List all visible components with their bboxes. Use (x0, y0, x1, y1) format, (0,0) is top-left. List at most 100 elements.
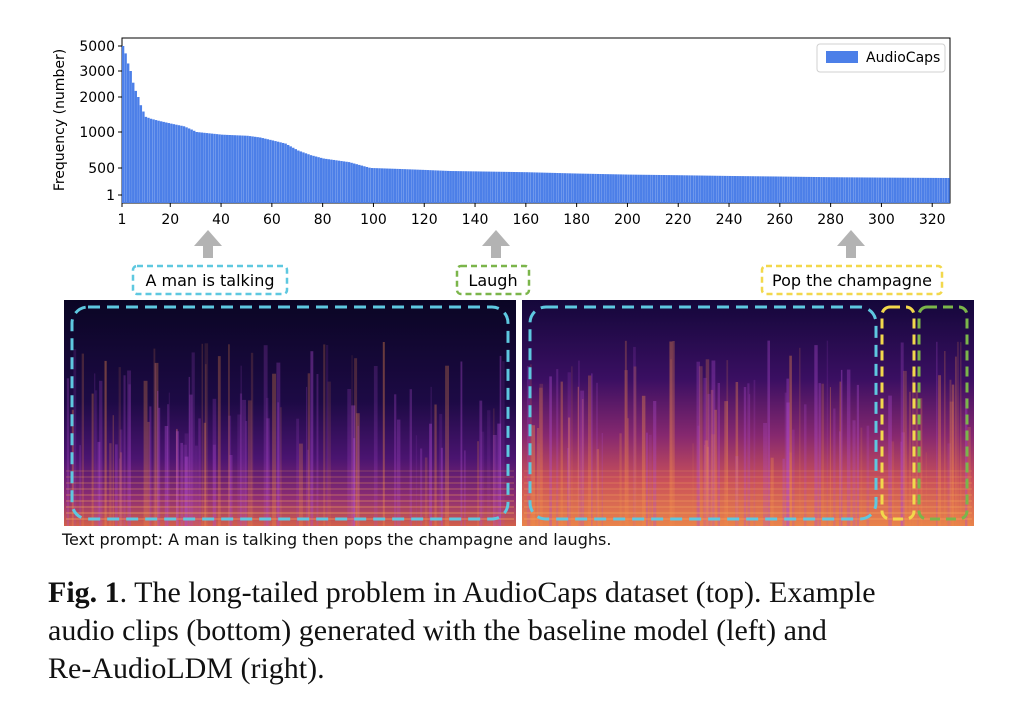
bar (551, 172, 554, 203)
x-tick-label: 160 (512, 212, 539, 228)
spectrogram-streak (356, 413, 360, 526)
spectrogram-harmonic (66, 482, 514, 484)
bar (500, 171, 503, 203)
bar (563, 173, 567, 203)
spectrogram-streak (703, 377, 707, 526)
spectrogram-streak (184, 433, 189, 526)
arrow-champagne (837, 230, 865, 258)
bar (185, 127, 188, 203)
spectrogram-streak (596, 382, 598, 526)
spectrogram-streak (539, 387, 543, 526)
spectrogram-streak (180, 442, 183, 526)
spectrogram-streak (492, 435, 497, 526)
spectrogram-streak (735, 456, 739, 526)
bar (482, 171, 485, 203)
caption-line-1: Fig. 1. The long-tailed problem in Audio… (48, 576, 876, 610)
bar (792, 176, 795, 203)
bar (213, 133, 216, 203)
spectrogram-streak (846, 369, 851, 526)
spectrogram-streak (784, 392, 787, 526)
bar (858, 177, 861, 203)
spectrogram-streak (310, 351, 314, 526)
bar (411, 169, 414, 203)
spectrogram-harmonic (66, 518, 514, 520)
bar (807, 176, 811, 203)
bar (825, 177, 828, 203)
bar (342, 161, 346, 203)
bar (386, 168, 389, 203)
spectrogram-streak (149, 406, 152, 526)
spectrogram-streak (833, 408, 836, 526)
spectrogram-streak (430, 386, 432, 526)
spectrogram-streak (944, 351, 946, 526)
spectrogram-streak (648, 434, 652, 526)
bar (327, 159, 331, 203)
bar (365, 166, 369, 203)
bar (731, 175, 734, 203)
spectrogram-streak (440, 447, 443, 526)
bar (624, 174, 628, 203)
bar (667, 175, 671, 203)
bar (866, 177, 869, 203)
spectrogram-streak (818, 383, 821, 526)
bar (840, 177, 844, 203)
spectrogram-streak (789, 355, 792, 526)
bar (627, 174, 630, 203)
bar (495, 171, 498, 203)
bar (289, 146, 292, 203)
bar (124, 53, 127, 203)
bar (873, 177, 877, 203)
spectrogram-harmonic (524, 482, 972, 484)
bar (391, 168, 394, 203)
spectrogram-streak (792, 429, 795, 526)
bar (721, 175, 724, 203)
bar (449, 171, 452, 203)
spectrogram-streak (263, 345, 268, 526)
bar (942, 177, 945, 203)
spectrogram-streak (909, 391, 911, 526)
bar (675, 175, 678, 203)
bar (231, 135, 234, 203)
bar (319, 157, 323, 203)
bar (914, 177, 917, 203)
bar (929, 177, 932, 203)
bar (706, 175, 709, 203)
spectrogram-streak (299, 443, 303, 526)
spectrogram-streak (481, 431, 485, 526)
spectrogram-streak (164, 426, 169, 526)
spectrogram-baseline (64, 300, 516, 526)
label-laugh-box (455, 264, 531, 296)
bar (261, 138, 264, 203)
bar (360, 165, 364, 203)
spectrogram-streak (748, 394, 751, 526)
bar (137, 97, 140, 203)
bar (927, 177, 930, 203)
spectrogram-streak (672, 341, 675, 526)
bar (172, 124, 176, 203)
bar (800, 176, 803, 203)
spectrogram-streak (115, 444, 118, 526)
bar (424, 169, 427, 203)
bar (426, 170, 430, 203)
label-champagne-box (760, 264, 944, 296)
bar (378, 168, 381, 203)
bar (302, 152, 305, 203)
bar (655, 174, 658, 203)
bar (126, 63, 130, 204)
spectrogram-streak (66, 378, 70, 526)
bar (439, 170, 442, 203)
spectrogram-streak (240, 365, 242, 526)
bar (741, 176, 745, 203)
spectrogram-streak (916, 451, 919, 526)
spectrogram-streak (967, 427, 971, 526)
bar (368, 167, 371, 203)
bar (383, 168, 386, 203)
bar (548, 172, 551, 203)
spectrogram-streak (951, 384, 955, 526)
bar (645, 174, 648, 203)
bar (640, 174, 643, 203)
spectrogram-harmonic (524, 470, 972, 472)
spectrogram-streak (477, 441, 479, 526)
bar (325, 158, 328, 203)
